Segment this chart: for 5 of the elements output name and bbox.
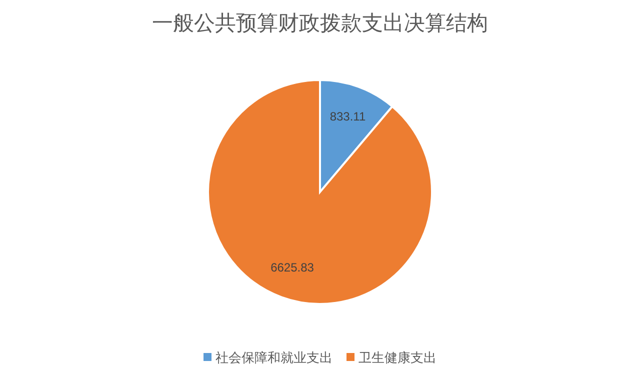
chart-title: 一般公共预算财政拨款支出决算结构 — [152, 12, 488, 35]
legend-label: 社会保障和就业支出 — [216, 350, 332, 365]
data-label: 6625.83 — [270, 260, 314, 275]
data-label: 833.11 — [330, 109, 366, 124]
legend-label: 卫生健康支出 — [358, 350, 436, 365]
